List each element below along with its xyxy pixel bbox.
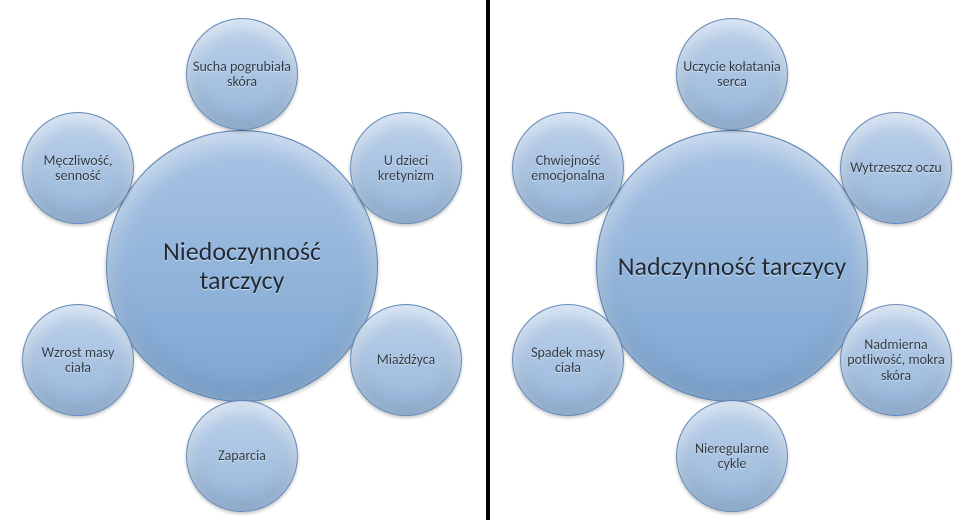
satellite-circle-left-1: U dzieci kretynizm: [350, 112, 462, 224]
center-circle-right: Nadczynność tarczycy: [596, 130, 868, 402]
satellite-circle-left-5: Męczliwość, senność: [22, 112, 134, 224]
satellite-circle-right-1: Wytrzeszcz oczu: [840, 112, 952, 224]
satellite-label-left-3: Zaparcia: [218, 448, 266, 463]
satellite-circle-left-2: Miażdżyca: [350, 304, 462, 416]
satellite-circle-right-3: Nieregularne cykle: [676, 400, 788, 512]
satellite-label-right-5: Chwiejność emocjonalna: [519, 153, 617, 183]
vertical-divider: [486, 0, 490, 520]
satellite-label-right-2: Nadmierna potliwość, mokra skóra: [847, 337, 945, 382]
center-label-left: Niedoczynność tarczycy: [118, 237, 366, 294]
satellite-circle-left-0: Sucha pogrubiała skóra: [186, 18, 298, 130]
satellite-circle-right-4: Spadek masy ciała: [512, 304, 624, 416]
satellite-circle-right-0: Uczycie kołatania serca: [676, 18, 788, 130]
satellite-circle-left-4: Wzrost masy ciała: [22, 304, 134, 416]
satellite-label-right-0: Uczycie kołatania serca: [683, 59, 781, 89]
diagram-canvas: Niedoczynność tarczycy Sucha pogrubiała s…: [0, 0, 973, 520]
center-label-right: Nadczynność tarczycy: [618, 252, 847, 281]
satellite-label-left-0: Sucha pogrubiała skóra: [193, 59, 291, 89]
satellite-label-right-1: Wytrzeszcz oczu: [850, 160, 942, 175]
satellite-label-left-5: Męczliwość, senność: [29, 153, 127, 183]
satellite-circle-right-5: Chwiejność emocjonalna: [512, 112, 624, 224]
satellite-circle-right-2: Nadmierna potliwość, mokra skóra: [840, 304, 952, 416]
satellite-circle-left-3: Zaparcia: [186, 400, 298, 512]
satellite-label-left-2: Miażdżyca: [377, 352, 436, 367]
satellite-label-right-3: Nieregularne cykle: [683, 441, 781, 471]
satellite-label-right-4: Spadek masy ciała: [519, 345, 617, 375]
center-circle-left: Niedoczynność tarczycy: [106, 130, 378, 402]
satellite-label-left-4: Wzrost masy ciała: [29, 345, 127, 375]
satellite-label-left-1: U dzieci kretynizm: [357, 153, 455, 183]
